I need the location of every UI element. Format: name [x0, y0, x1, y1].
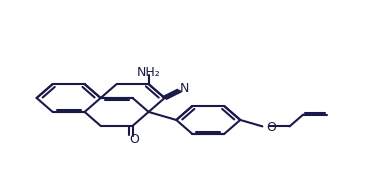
Text: N: N [179, 82, 189, 95]
Text: O: O [129, 133, 140, 146]
Text: NH₂: NH₂ [137, 65, 160, 79]
Text: O: O [266, 121, 276, 134]
